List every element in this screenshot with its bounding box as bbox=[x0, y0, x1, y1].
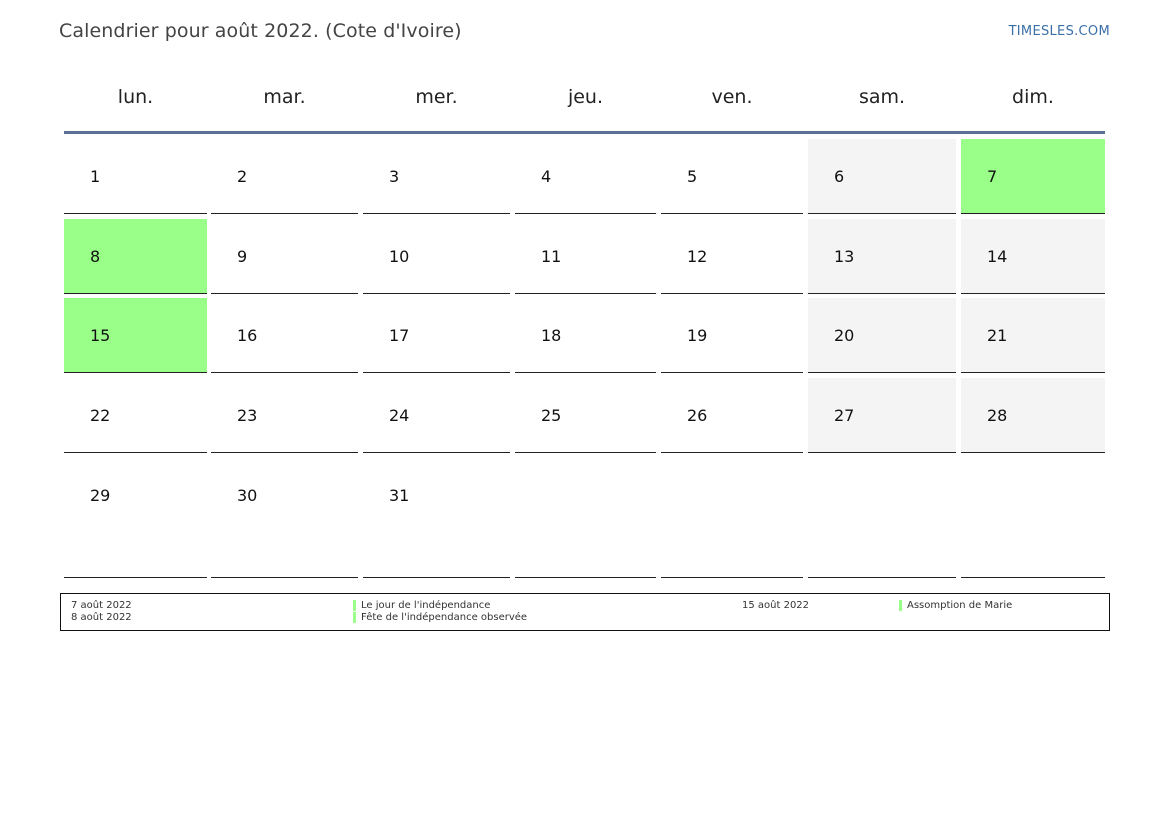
holiday-color-marker bbox=[353, 612, 356, 623]
day-number: 26 bbox=[687, 406, 708, 425]
day-number: 18 bbox=[541, 326, 562, 345]
empty-day-cell bbox=[808, 458, 956, 578]
holiday-legend: 7 août 2022 Le jour de l'indépendance 8 … bbox=[60, 593, 1110, 631]
weekday-header: lun. mar. mer. jeu. ven. sam. dim. bbox=[64, 86, 1105, 112]
day-number: 23 bbox=[237, 406, 258, 425]
holiday-color-marker bbox=[353, 600, 356, 611]
day-cell[interactable]: 2 bbox=[211, 139, 358, 214]
day-number: 21 bbox=[987, 326, 1008, 345]
day-cell[interactable]: 18 bbox=[515, 298, 656, 373]
day-number: 5 bbox=[687, 167, 698, 186]
day-cell[interactable]: 8 bbox=[64, 219, 207, 294]
day-number: 4 bbox=[541, 167, 552, 186]
day-cell[interactable]: 27 bbox=[808, 378, 956, 453]
site-link[interactable]: TIMESLES.COM bbox=[1008, 24, 1110, 39]
day-cell[interactable]: 19 bbox=[661, 298, 803, 373]
day-number: 10 bbox=[389, 247, 410, 266]
day-number: 16 bbox=[237, 326, 258, 345]
page-title: Calendrier pour août 2022. (Cote d'Ivoir… bbox=[59, 20, 462, 42]
day-number: 29 bbox=[90, 486, 111, 505]
empty-day-cell bbox=[661, 458, 803, 578]
day-number: 27 bbox=[834, 406, 855, 425]
day-number: 20 bbox=[834, 326, 855, 345]
empty-day-cell bbox=[961, 458, 1105, 578]
day-number: 30 bbox=[237, 486, 258, 505]
day-cell[interactable]: 23 bbox=[211, 378, 358, 453]
legend-holiday-name: Fête de l'indépendance observée bbox=[361, 612, 528, 623]
weekday-wed: mer. bbox=[415, 86, 458, 108]
day-cell[interactable]: 20 bbox=[808, 298, 956, 373]
day-number: 17 bbox=[389, 326, 410, 345]
legend-holiday-name: Assomption de Marie bbox=[907, 600, 1013, 611]
weekday-sat: sam. bbox=[858, 86, 906, 108]
day-number: 9 bbox=[237, 247, 248, 266]
weekday-thu: jeu. bbox=[567, 86, 604, 108]
day-cell[interactable]: 1 bbox=[64, 139, 207, 214]
day-cell[interactable]: 15 bbox=[64, 298, 207, 373]
day-cell[interactable]: 3 bbox=[363, 139, 510, 214]
day-number: 31 bbox=[389, 486, 410, 505]
day-number: 19 bbox=[687, 326, 708, 345]
legend-date: 7 août 2022 bbox=[71, 600, 132, 611]
day-cell[interactable]: 17 bbox=[363, 298, 510, 373]
day-cell[interactable]: 13 bbox=[808, 219, 956, 294]
day-cell[interactable]: 4 bbox=[515, 139, 656, 214]
day-cell[interactable]: 24 bbox=[363, 378, 510, 453]
day-number: 7 bbox=[987, 167, 998, 186]
day-number: 13 bbox=[834, 247, 855, 266]
legend-holiday-name: Le jour de l'indépendance bbox=[361, 600, 491, 611]
legend-date: 15 août 2022 bbox=[742, 600, 810, 611]
day-cell[interactable]: 12 bbox=[661, 219, 803, 294]
day-cell[interactable]: 14 bbox=[961, 219, 1105, 294]
day-number: 2 bbox=[237, 167, 248, 186]
day-cell[interactable]: 16 bbox=[211, 298, 358, 373]
day-cell[interactable]: 22 bbox=[64, 378, 207, 453]
empty-day-cell bbox=[515, 458, 656, 578]
day-cell[interactable]: 31 bbox=[363, 458, 510, 578]
day-number: 11 bbox=[541, 247, 562, 266]
header-divider bbox=[64, 131, 1105, 134]
weekday-mon: lun. bbox=[117, 86, 154, 108]
weekday-fri: ven. bbox=[711, 86, 753, 108]
day-cell[interactable]: 25 bbox=[515, 378, 656, 453]
day-number: 12 bbox=[687, 247, 708, 266]
day-number: 15 bbox=[90, 326, 111, 345]
day-number: 1 bbox=[90, 167, 101, 186]
day-number: 28 bbox=[987, 406, 1008, 425]
holiday-color-marker bbox=[899, 600, 902, 611]
day-number: 14 bbox=[987, 247, 1008, 266]
day-cell[interactable]: 10 bbox=[363, 219, 510, 294]
day-cell[interactable]: 28 bbox=[961, 378, 1105, 453]
day-cell[interactable]: 9 bbox=[211, 219, 358, 294]
day-cell[interactable]: 30 bbox=[211, 458, 358, 578]
day-number: 24 bbox=[389, 406, 410, 425]
day-number: 6 bbox=[834, 167, 845, 186]
day-number: 25 bbox=[541, 406, 562, 425]
day-cell[interactable]: 5 bbox=[661, 139, 803, 214]
weekday-tue: mar. bbox=[263, 86, 306, 108]
day-cell[interactable]: 7 bbox=[961, 139, 1105, 214]
day-number: 22 bbox=[90, 406, 111, 425]
legend-date: 8 août 2022 bbox=[71, 612, 132, 623]
day-cell[interactable]: 21 bbox=[961, 298, 1105, 373]
day-number: 8 bbox=[90, 247, 101, 266]
day-cell[interactable]: 6 bbox=[808, 139, 956, 214]
day-cell[interactable]: 26 bbox=[661, 378, 803, 453]
day-cell[interactable]: 11 bbox=[515, 219, 656, 294]
day-cell[interactable]: 29 bbox=[64, 458, 207, 578]
day-number: 3 bbox=[389, 167, 400, 186]
weekday-sun: dim. bbox=[1012, 86, 1054, 108]
